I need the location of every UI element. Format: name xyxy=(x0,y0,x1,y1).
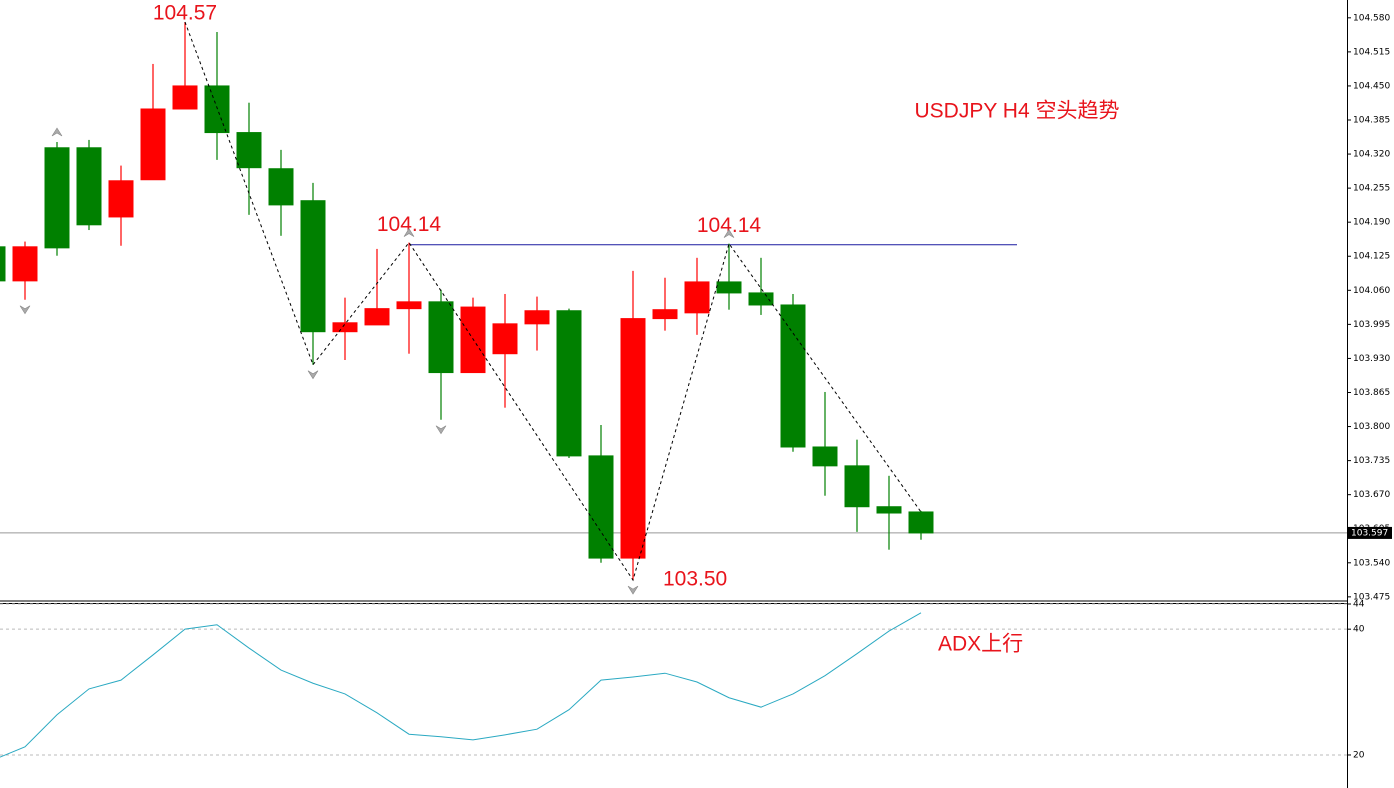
adx-line xyxy=(0,612,922,758)
y-tick-label: 104.190 xyxy=(1353,218,1390,228)
zigzag-line xyxy=(184,21,922,582)
y-tick-label: 104.255 xyxy=(1353,184,1390,194)
zigzag-label: 104.14 xyxy=(697,214,762,237)
candle-body xyxy=(492,323,518,355)
current-price-label: 103.597 xyxy=(1351,528,1388,538)
candle-body xyxy=(300,200,326,333)
candle-body xyxy=(620,318,646,559)
candle-body xyxy=(332,322,358,333)
candle-body xyxy=(172,85,198,110)
y-tick-label: 103.735 xyxy=(1353,456,1390,466)
fractal-down xyxy=(435,425,447,435)
y-tick-label: 20 xyxy=(1353,750,1365,760)
candle-body xyxy=(908,511,934,534)
y-tick-label: 103.930 xyxy=(1353,354,1390,364)
panel-title: ADX上行 xyxy=(938,633,1023,656)
candle-body xyxy=(140,108,166,181)
candle-body xyxy=(76,147,102,226)
candle-body xyxy=(428,301,454,374)
candle-body xyxy=(44,147,70,249)
candle-body xyxy=(748,292,774,306)
y-tick-label: 40 xyxy=(1353,625,1365,635)
fractal-up xyxy=(403,228,415,237)
candle-body xyxy=(588,455,614,559)
candle-body xyxy=(12,246,38,282)
y-tick-label: 104.060 xyxy=(1353,286,1390,296)
current-price-box xyxy=(1348,526,1392,539)
y-tick-label: 104.515 xyxy=(1353,47,1390,57)
candle-body xyxy=(396,301,422,310)
zigzag-label: 104.14 xyxy=(377,213,442,236)
y-tick-label: 103.670 xyxy=(1353,490,1390,500)
candle-body xyxy=(716,281,742,294)
y-tick-label: 104.580 xyxy=(1353,13,1390,23)
candle-body xyxy=(876,506,902,514)
candle-body xyxy=(364,308,390,326)
y-tick-label: 103.995 xyxy=(1353,320,1390,330)
candle-body xyxy=(812,446,838,467)
candle-body xyxy=(268,168,294,206)
y-tick-label: 104.450 xyxy=(1353,81,1390,91)
fractal-up xyxy=(723,229,735,238)
fractal-down xyxy=(19,305,31,315)
y-tick-label: 103.540 xyxy=(1353,558,1390,568)
y-tick-label: 104.385 xyxy=(1353,116,1390,126)
y-tick-label: 103.800 xyxy=(1353,422,1390,432)
candle-body xyxy=(780,304,806,448)
chart-title: USDJPY H4 空头趋势 xyxy=(915,100,1120,123)
candle-body xyxy=(204,85,230,134)
candle-body xyxy=(684,281,710,314)
y-tick-label: 44 xyxy=(1353,600,1365,610)
candle-body xyxy=(556,310,582,457)
candle-body xyxy=(524,310,550,325)
candle-body xyxy=(0,246,6,282)
zigzag-label: 103.50 xyxy=(663,568,727,591)
fractal-down xyxy=(627,585,639,595)
candle-body xyxy=(108,180,134,218)
candle-body xyxy=(844,465,870,508)
fractal-up xyxy=(51,127,63,137)
fractal-down xyxy=(307,370,319,380)
y-tick-label: 104.125 xyxy=(1353,252,1390,262)
candle-body xyxy=(236,132,262,169)
zigzag-label: 104.57 xyxy=(153,2,217,25)
candle-body xyxy=(652,309,678,320)
y-tick-label: 103.475 xyxy=(1353,592,1390,602)
y-tick-label: 104.320 xyxy=(1353,150,1390,160)
y-tick-label: 103.865 xyxy=(1353,388,1390,398)
